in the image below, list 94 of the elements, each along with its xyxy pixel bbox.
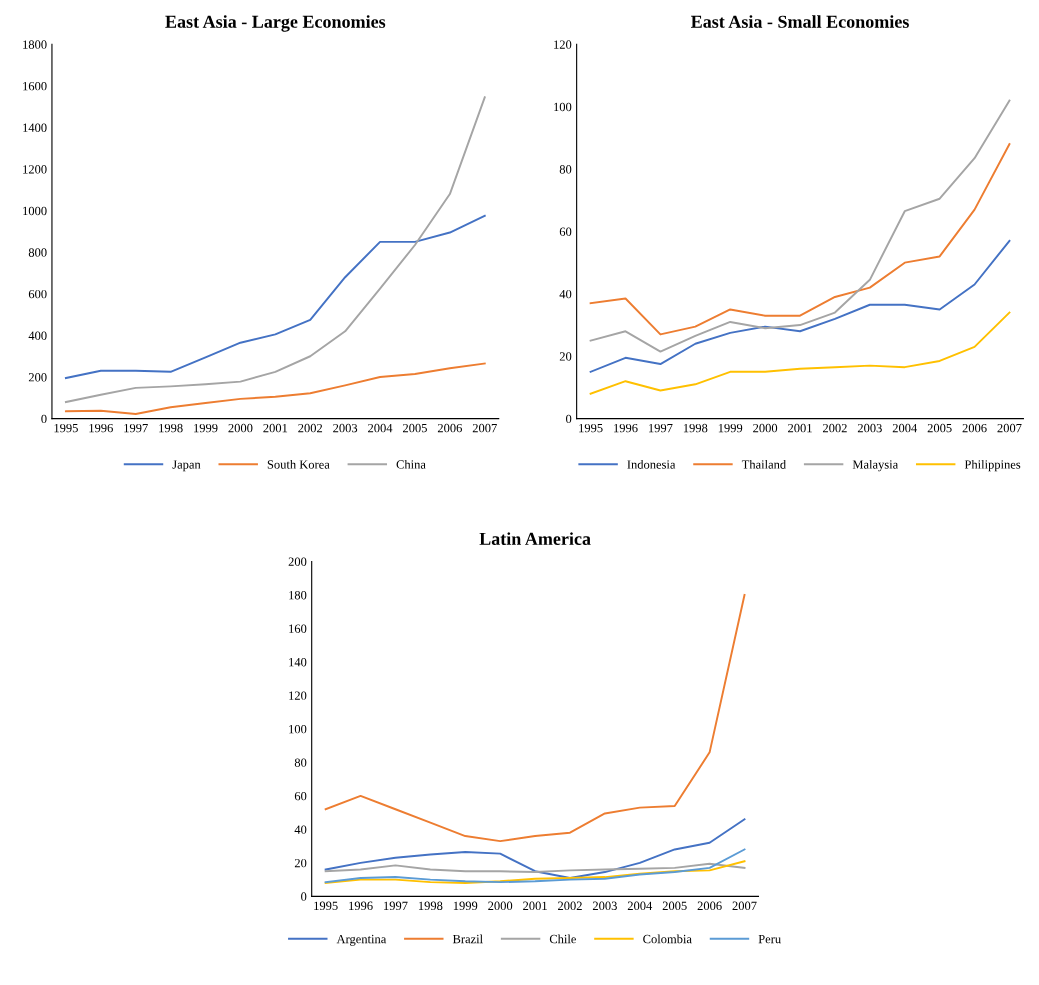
x-tick-label: 1996 <box>89 423 113 433</box>
y-tick-label: 80 <box>294 758 307 767</box>
y-tick-label: 1800 <box>23 40 47 49</box>
chart-title: Latin America <box>479 532 591 545</box>
y-tick-label: 1200 <box>23 165 47 174</box>
chart-title: East Asia - Small Economies <box>690 15 909 28</box>
x-tick-label: 2007 <box>997 423 1022 433</box>
chart-title: East Asia - Large Economies <box>165 15 386 32</box>
y-tick-label: 40 <box>559 289 572 299</box>
y-tick-label: 20 <box>294 858 307 868</box>
x-tick-label: 2001 <box>263 423 288 433</box>
legend-label: Philippines <box>964 459 1021 472</box>
x-tick-label: 2000 <box>228 423 253 433</box>
x-tick-label: 1998 <box>683 423 708 433</box>
x-tick-label: 2005 <box>927 423 952 433</box>
x-tick-label: 2005 <box>403 423 427 433</box>
y-tick-label: 100 <box>554 102 572 112</box>
x-tick-label: 2002 <box>558 901 582 911</box>
y-tick-label: 200 <box>288 557 307 566</box>
x-tick-label: 1995 <box>314 901 338 911</box>
x-tick-label: 1997 <box>124 423 148 433</box>
legend-label: Japan <box>172 460 201 472</box>
x-tick-label: 1999 <box>718 423 743 433</box>
y-tick-label: 600 <box>28 289 47 299</box>
y-tick-label: 180 <box>289 590 307 600</box>
line-series <box>64 214 486 380</box>
x-tick-label: 2005 <box>662 901 687 911</box>
y-tick-label: 20 <box>559 352 572 361</box>
legend-label: Argentina <box>336 934 387 946</box>
line-series <box>324 818 746 879</box>
y-tick-label: 60 <box>559 227 572 236</box>
y-tick-label: 1000 <box>23 206 47 216</box>
x-tick-label: 1998 <box>159 423 183 433</box>
x-tick-label: 2004 <box>368 423 393 433</box>
line-series <box>324 860 746 884</box>
y-tick-label: 60 <box>294 791 307 801</box>
x-tick-label: 2003 <box>333 423 358 433</box>
line-series <box>589 239 1011 373</box>
x-tick-label: 1996 <box>614 423 638 433</box>
x-tick-label: 2004 <box>892 423 918 433</box>
x-tick-label: 1996 <box>349 901 373 911</box>
x-tick-label: 2001 <box>788 423 812 433</box>
y-tick-label: 0 <box>566 414 572 424</box>
y-tick-label: 1400 <box>23 123 47 132</box>
x-tick-label: 2000 <box>488 901 513 911</box>
x-tick-label: 1999 <box>194 423 218 433</box>
y-tick-label: 0 <box>301 892 307 901</box>
y-tick-label: 120 <box>289 691 307 700</box>
y-tick-label: 140 <box>289 657 307 667</box>
x-tick-label: 2002 <box>822 423 847 433</box>
x-tick-label: 2007 <box>732 901 757 911</box>
y-tick-label: 160 <box>289 624 307 633</box>
line-series <box>589 99 1011 353</box>
x-tick-label: 1995 <box>579 423 603 433</box>
legend-label: Peru <box>758 934 781 944</box>
legend-label: Malaysia <box>852 459 899 472</box>
y-tick-label: 1600 <box>23 81 47 91</box>
y-tick-label: 40 <box>294 825 307 834</box>
x-tick-label: 2003 <box>857 423 882 433</box>
legend-label: South Korea <box>267 459 330 469</box>
y-tick-label: 100 <box>289 724 307 734</box>
x-tick-label: 2006 <box>697 901 722 911</box>
line-series <box>64 362 486 416</box>
legend-label: Chile <box>549 934 576 944</box>
x-tick-label: 2007 <box>472 423 497 433</box>
x-tick-label: 1997 <box>649 423 673 433</box>
x-tick-label: 1997 <box>384 901 408 911</box>
y-tick-label: 0 <box>41 414 47 424</box>
legend-label: Brazil <box>452 934 483 944</box>
legend-label: Thailand <box>741 459 786 469</box>
x-tick-label: 1998 <box>418 901 443 911</box>
y-tick-label: 120 <box>554 40 572 49</box>
y-tick-label: 400 <box>28 331 47 340</box>
line-series <box>324 862 746 874</box>
legend-label: Indonesia <box>627 459 676 469</box>
line-series <box>324 593 746 843</box>
x-tick-label: 2004 <box>627 901 653 911</box>
line-series <box>324 848 746 884</box>
x-tick-label: 1999 <box>453 901 478 911</box>
x-tick-label: 2006 <box>437 423 462 433</box>
x-tick-label: 2002 <box>298 423 323 433</box>
y-tick-label: 80 <box>559 165 572 174</box>
legend-label: Colombia <box>643 934 692 944</box>
x-tick-label: 2001 <box>523 901 547 911</box>
legend-label: China <box>396 459 426 469</box>
x-tick-label: 2006 <box>962 423 987 433</box>
x-tick-label: 2003 <box>592 901 617 911</box>
x-tick-label: 2000 <box>753 423 778 433</box>
y-tick-label: 200 <box>28 373 47 382</box>
x-tick-label: 1995 <box>54 423 78 433</box>
y-tick-label: 800 <box>28 248 47 257</box>
line-series <box>589 311 1011 395</box>
line-series <box>589 143 1011 336</box>
line-series <box>64 96 486 403</box>
